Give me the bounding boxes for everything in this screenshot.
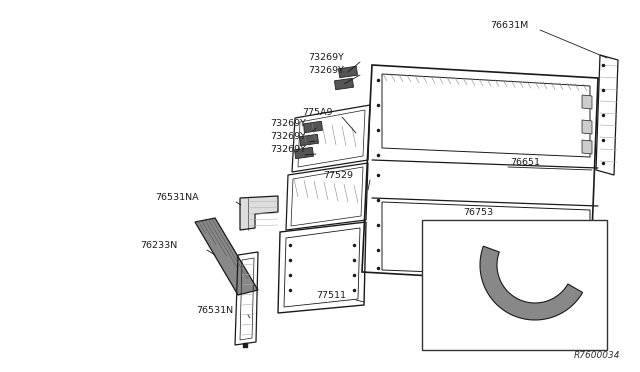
Polygon shape (240, 196, 278, 230)
Polygon shape (339, 66, 358, 78)
Polygon shape (582, 120, 592, 134)
Text: 73269Y: 73269Y (270, 119, 306, 128)
Polygon shape (303, 121, 323, 133)
Polygon shape (480, 246, 582, 320)
Polygon shape (294, 147, 314, 159)
Text: 73269Y: 73269Y (308, 66, 344, 75)
Text: 76531NA: 76531NA (155, 193, 198, 202)
Text: 76651: 76651 (510, 158, 540, 167)
Text: R7600034: R7600034 (573, 351, 620, 360)
Text: 76631M: 76631M (490, 21, 528, 30)
Text: 76233N: 76233N (140, 241, 177, 250)
Polygon shape (335, 78, 353, 90)
Text: 73269Y: 73269Y (270, 145, 306, 154)
Polygon shape (195, 218, 258, 295)
Bar (422, 220, 607, 350)
Text: 76531N: 76531N (196, 306, 233, 315)
Text: 775A9: 775A9 (302, 108, 333, 117)
Polygon shape (452, 295, 462, 335)
Polygon shape (582, 95, 592, 109)
Text: 77511: 77511 (316, 291, 346, 300)
Text: 73269Y: 73269Y (308, 53, 344, 62)
Polygon shape (300, 134, 319, 146)
Text: 77529: 77529 (323, 171, 353, 180)
Polygon shape (582, 140, 592, 154)
Text: 73269Y: 73269Y (270, 132, 306, 141)
Text: 76423: 76423 (460, 323, 490, 332)
Text: 76753: 76753 (463, 208, 493, 217)
